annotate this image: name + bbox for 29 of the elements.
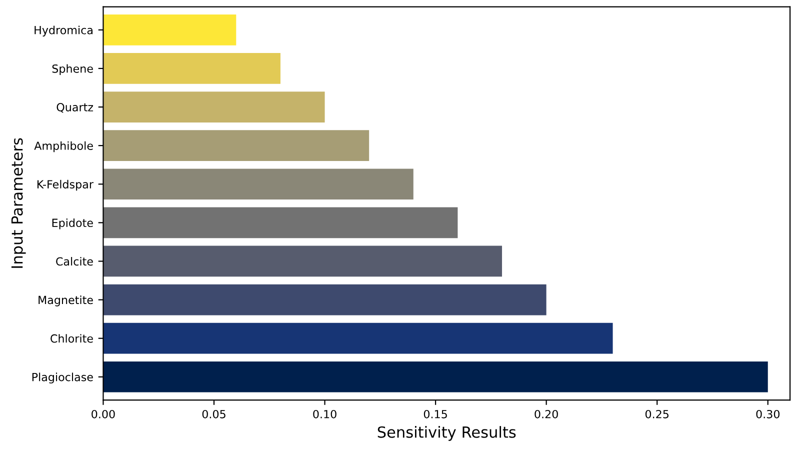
y-tick-label: K-Feldspar (37, 180, 94, 191)
x-tick-label: 0.20 (534, 410, 558, 418)
bar (103, 168, 414, 200)
x-tick-label: 0.05 (202, 410, 226, 418)
bar (103, 207, 458, 238)
bar (103, 53, 280, 84)
bar (103, 284, 546, 316)
x-tick-label: 0.00 (92, 410, 115, 418)
x-tick-label: 0.30 (756, 410, 780, 418)
y-tick-label: Plagioclase (32, 372, 93, 384)
y-tick-label: Chlorite (50, 334, 93, 343)
y-tick-label: Quartz (56, 102, 94, 113)
bar (103, 92, 325, 122)
y-tick-label: Hydromica (34, 26, 92, 36)
x-axis-title: Sensitivity Results (378, 426, 516, 441)
y-axis-title: Input Parameters (11, 138, 26, 268)
bar (103, 322, 613, 354)
x-tick-label: 0.10 (313, 410, 336, 418)
y-tick-label: Sphene (52, 64, 93, 75)
x-tick-label: 0.25 (645, 410, 668, 418)
y-tick-label: Amphibole (34, 141, 93, 152)
y-tick-label: Epidote (52, 218, 93, 230)
bar (103, 361, 768, 392)
bar (103, 130, 370, 161)
x-tick-label: 0.15 (424, 410, 447, 418)
bar (103, 246, 502, 277)
y-tick-label: Magnetite (38, 296, 93, 306)
bar (103, 14, 236, 46)
y-tick-label: Calcite (56, 257, 93, 266)
